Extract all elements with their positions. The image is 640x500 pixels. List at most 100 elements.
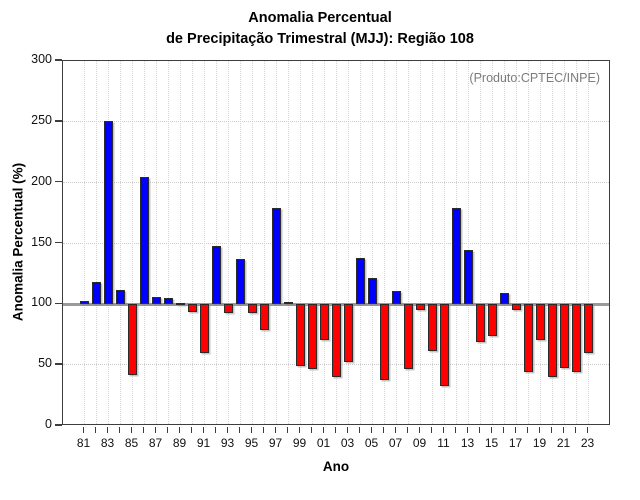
- bar-2000: [308, 304, 317, 369]
- gridline-v-1987: [155, 61, 157, 424]
- x-tick-2014: [478, 426, 481, 433]
- gridline-v-1990: [191, 61, 193, 424]
- x-tick-2021: [562, 426, 565, 433]
- gridline-v-2002: [335, 61, 337, 424]
- y-tick-label-200: 200: [31, 173, 52, 188]
- x-tick-1992: [214, 426, 217, 433]
- bar-2020: [548, 304, 557, 378]
- bar-2021: [560, 304, 569, 368]
- x-tick-1991: [202, 426, 205, 433]
- gridline-v-1991: [203, 61, 205, 424]
- x-tick-label-2015: 15: [484, 436, 499, 450]
- bar-2011: [440, 304, 449, 386]
- bar-2003: [344, 304, 353, 362]
- bar-1986: [140, 176, 149, 305]
- y-tick-label-0: 0: [45, 417, 52, 431]
- x-tick-2016: [502, 426, 505, 433]
- x-tick-1981: [82, 426, 85, 433]
- bar-2012: [452, 208, 461, 305]
- bar-2008: [404, 304, 413, 369]
- y-tick-label-50: 50: [38, 356, 52, 371]
- x-axis-label: Ano: [322, 459, 350, 474]
- gridline-v-2009: [419, 61, 421, 424]
- x-tick-2019: [538, 426, 541, 433]
- gridline-v-2015: [491, 61, 493, 424]
- x-tick-label-1981: 81: [76, 436, 91, 450]
- x-tick-label-2011: 11: [437, 436, 450, 450]
- bar-1992: [212, 245, 221, 305]
- gridline-v-2020: [551, 61, 553, 424]
- x-tick-2003: [346, 426, 349, 433]
- gridline-v-2007: [395, 61, 397, 424]
- plot-area: [62, 60, 610, 425]
- x-tick-label-2003: 03: [340, 436, 355, 450]
- bar-2005: [368, 277, 377, 305]
- x-tick-label-2005: 05: [364, 436, 379, 450]
- y-tick-250: [55, 120, 62, 122]
- y-tick-label-300: 300: [31, 52, 52, 66]
- x-tick-1983: [106, 426, 109, 433]
- gridline-v-1992: [215, 61, 217, 424]
- x-tick-2002: [334, 426, 337, 433]
- x-tick-2022: [574, 426, 577, 433]
- x-tick-1990: [190, 426, 193, 433]
- bar-1981: [80, 300, 89, 305]
- gridline-v-1993: [227, 61, 229, 424]
- x-tick-2013: [466, 426, 469, 433]
- x-tick-label-2009: 09: [412, 436, 427, 450]
- x-tick-1982: [94, 426, 97, 433]
- bar-1995: [248, 304, 257, 313]
- x-tick-label-2021: 21: [556, 436, 571, 450]
- x-tick-1988: [166, 426, 169, 433]
- y-tick-300: [55, 59, 62, 61]
- y-tick-label-150: 150: [31, 234, 52, 249]
- x-tick-2023: [586, 426, 589, 433]
- y-tick-label-100: 100: [31, 295, 52, 310]
- gridline-v-2001: [323, 61, 325, 424]
- gridline-v-2004: [359, 61, 361, 424]
- x-tick-1993: [226, 426, 229, 433]
- x-tick-1999: [298, 426, 301, 433]
- bar-1994: [236, 259, 245, 305]
- x-tick-label-2001: 01: [316, 436, 331, 450]
- x-tick-2012: [454, 426, 457, 433]
- x-tick-2018: [526, 426, 529, 433]
- bar-1982: [92, 282, 101, 305]
- bar-2017: [512, 304, 521, 311]
- gridline-v-1981: [83, 61, 85, 424]
- gridline-v-1996: [263, 61, 265, 424]
- x-tick-label-1997: 97: [268, 436, 283, 450]
- x-tick-label-2019: 19: [532, 436, 547, 450]
- gridline-v-2019: [539, 61, 541, 424]
- gridline-v-1982: [95, 61, 97, 424]
- bar-2016: [500, 293, 509, 305]
- x-tick-2011: [442, 426, 445, 433]
- bar-2022: [572, 304, 581, 373]
- y-tick-200: [55, 180, 62, 183]
- x-tick-label-2007: 07: [388, 436, 403, 450]
- x-tick-2009: [418, 426, 421, 433]
- gridline-v-2022: [575, 61, 577, 424]
- x-tick-1996: [262, 426, 265, 433]
- x-tick-2008: [406, 426, 409, 433]
- bar-2002: [332, 304, 341, 378]
- bar-1983: [104, 120, 113, 305]
- x-tick-1985: [130, 426, 133, 433]
- gridline-v-2021: [563, 61, 565, 424]
- bar-2019: [536, 304, 545, 340]
- x-tick-label-1989: 89: [172, 436, 187, 450]
- x-tick-2001: [322, 426, 325, 433]
- x-tick-1987: [154, 426, 157, 433]
- x-tick-1984: [118, 426, 121, 433]
- x-tick-2015: [490, 426, 493, 433]
- gridline-v-2013: [467, 61, 469, 424]
- x-tick-2017: [514, 426, 517, 433]
- bar-1989: [176, 302, 185, 305]
- x-tick-label-1995: 95: [244, 436, 259, 450]
- bar-2010: [428, 304, 437, 351]
- x-tick-label-1983: 83: [100, 436, 115, 450]
- x-tick-1998: [286, 426, 289, 433]
- x-tick-label-2023: 23: [580, 436, 595, 450]
- product-annotation: (Produto:CPTEC/INPE): [469, 71, 600, 85]
